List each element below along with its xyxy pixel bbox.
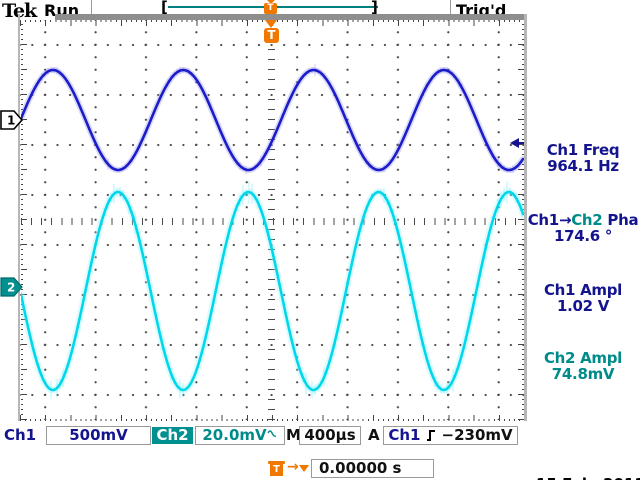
measurement-label: Ch1 Freq	[546, 141, 620, 159]
timebase-label: M	[286, 426, 301, 444]
graticule-center-axis-vertical	[268, 21, 275, 420]
ch2-label-tag: Ch2	[152, 427, 193, 444]
trigger-t-icon: T	[264, 28, 279, 43]
trigger-level-value: −230mV	[441, 426, 513, 444]
trigger-triangle-icon	[267, 0, 275, 4]
delay-trigger-t-icon: T	[268, 461, 285, 476]
phase-label-suffix: Pha	[602, 211, 639, 229]
tek-logo: Tek	[2, 0, 37, 22]
delay-arrow-icon: →	[287, 459, 299, 475]
ch2-scale-readout: 20.0mV	[195, 426, 285, 445]
measurement-label: Ch1→Ch2 Pha	[527, 213, 639, 228]
graticule-edge-ticks-left	[21, 20, 27, 420]
record-view-bracket-right: ]	[371, 0, 378, 16]
trigger-readout: Ch1 −230mV	[383, 426, 518, 445]
ac-coupling-icon	[266, 430, 276, 437]
screen-left-border	[18, 14, 20, 421]
ch2-marker-label: 2	[7, 281, 15, 295]
rising-edge-icon	[426, 430, 435, 441]
measurement-ch1-freq: Ch1 Freq 964.1 Hz	[527, 143, 639, 174]
measurement-value: 964.1 Hz	[547, 157, 619, 175]
ch2-scale-value: 20.0mV	[202, 426, 267, 444]
ch1-marker-label: 1	[7, 114, 15, 128]
phase-label-ch1: Ch1→	[527, 211, 572, 229]
trigger-t-icon: T	[264, 3, 277, 14]
measurement-ch1-ch2-phase: Ch1→Ch2 Pha 174.6 °	[527, 213, 639, 244]
header-divider	[450, 0, 451, 14]
trigger-level-arrow-icon	[510, 138, 524, 149]
measurement-ch2-ampl: Ch2 Ampl 74.8mV	[527, 351, 639, 382]
ch1-label: Ch1	[4, 426, 37, 444]
measurement-ch1-ampl: Ch1 Ampl 1.02 V	[527, 283, 639, 314]
timebase-readout: 400µs	[299, 426, 361, 445]
record-view-bracket-left: [	[161, 0, 168, 16]
trigger-mode-label: A	[368, 426, 380, 444]
measurement-label: Ch2 Ampl	[543, 349, 623, 367]
measurement-value: 74.8mV	[551, 365, 615, 383]
datetime-readout: 15 Feb 2011 17:26:33	[536, 447, 640, 480]
trigger-triangle-icon	[265, 20, 277, 28]
trigger-position-marker: T	[263, 20, 280, 44]
measurement-value: 174.6 °	[553, 227, 613, 245]
graticule-edge-ticks-bottom	[20, 415, 524, 421]
graticule-edge-ticks-right	[518, 20, 524, 420]
delay-triangle-icon	[299, 465, 309, 472]
measurement-value: 1.02 V	[556, 297, 610, 315]
screen-right-border	[524, 14, 527, 421]
ch2-ground-marker: 2	[0, 277, 23, 297]
trigger-source: Ch1	[388, 426, 421, 444]
ch1-ground-marker: 1	[0, 110, 24, 130]
date-text: 15 Feb 2011	[536, 477, 640, 480]
delay-t-letter: T	[270, 464, 283, 476]
ch1-scale-readout: 500mV	[46, 426, 151, 445]
screen-top-border	[55, 14, 527, 20]
delay-time-readout: 0.00000 s	[311, 459, 434, 478]
measurement-label: Ch1 Ampl	[543, 281, 623, 299]
phase-label-ch2: Ch2	[571, 211, 603, 229]
header-divider	[91, 0, 92, 14]
record-view-trigger-icon: T	[263, 0, 278, 14]
